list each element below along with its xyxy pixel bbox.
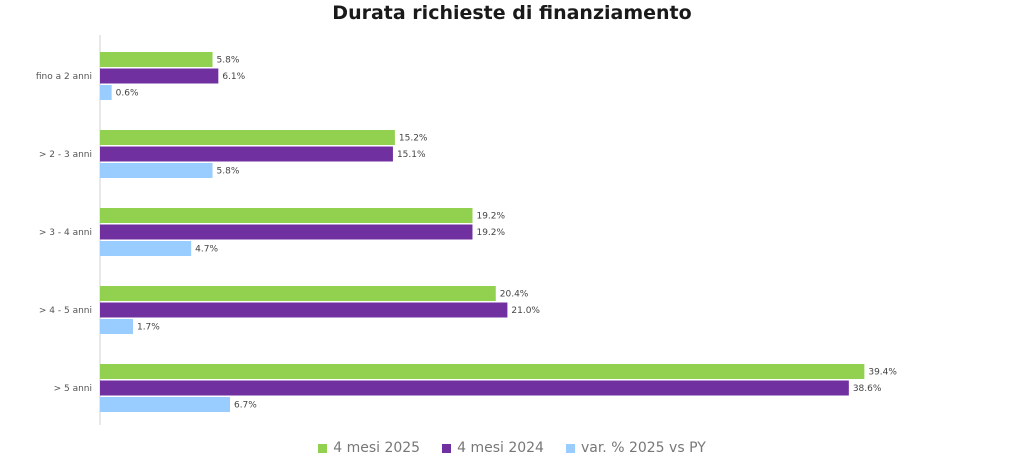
legend-label-2024: 4 mesi 2024	[457, 440, 544, 456]
data-label: 19.2%	[476, 212, 505, 222]
bar	[100, 302, 508, 318]
legend-item-2024: 4 mesi 2024	[442, 440, 544, 456]
bar	[100, 286, 496, 301]
category-label: > 4 - 5 anni	[39, 306, 92, 316]
bar	[100, 397, 230, 412]
data-label: 5.8%	[217, 167, 240, 177]
bar	[100, 380, 849, 396]
bar	[100, 224, 473, 240]
bar	[100, 146, 393, 162]
category-label: > 3 - 4 anni	[39, 228, 92, 238]
bar	[100, 68, 219, 84]
data-label: 39.4%	[868, 368, 897, 378]
bar	[100, 52, 213, 67]
category-label: fino a 2 anni	[36, 72, 92, 82]
data-label: 4.7%	[195, 245, 218, 255]
bar	[100, 130, 395, 145]
legend-label-var: var. % 2025 vs PY	[580, 440, 706, 456]
data-label: 0.6%	[116, 89, 139, 99]
category-label: > 2 - 3 anni	[39, 150, 92, 160]
bar	[100, 163, 213, 178]
legend-label-2025: 4 mesi 2025	[333, 440, 421, 456]
legend-swatch-2024	[442, 443, 452, 453]
data-label: 6.7%	[234, 401, 257, 411]
chart-title: Durata richieste di finanziamento	[332, 2, 692, 24]
data-label: 6.1%	[222, 72, 245, 82]
legend-swatch-var	[565, 443, 575, 453]
chart-legend: 4 mesi 2025 4 mesi 2024 var. % 2025 vs P…	[0, 440, 1024, 456]
category-label: > 5 anni	[54, 384, 92, 394]
data-label: 20.4%	[500, 290, 529, 300]
data-label: 15.1%	[397, 150, 426, 160]
data-label: 38.6%	[853, 384, 882, 394]
data-label: 1.7%	[137, 323, 160, 333]
bar	[100, 85, 112, 100]
bar	[100, 208, 473, 223]
data-label: 21.0%	[511, 306, 540, 316]
data-label: 5.8%	[217, 56, 240, 66]
data-label: 15.2%	[399, 134, 428, 144]
legend-item-var: var. % 2025 vs PY	[565, 440, 706, 456]
bar	[100, 319, 133, 334]
legend-swatch-2025	[318, 443, 328, 453]
data-label: 19.2%	[476, 228, 505, 238]
legend-item-2025: 4 mesi 2025	[318, 440, 420, 456]
bar	[100, 241, 192, 256]
bar	[100, 364, 865, 379]
